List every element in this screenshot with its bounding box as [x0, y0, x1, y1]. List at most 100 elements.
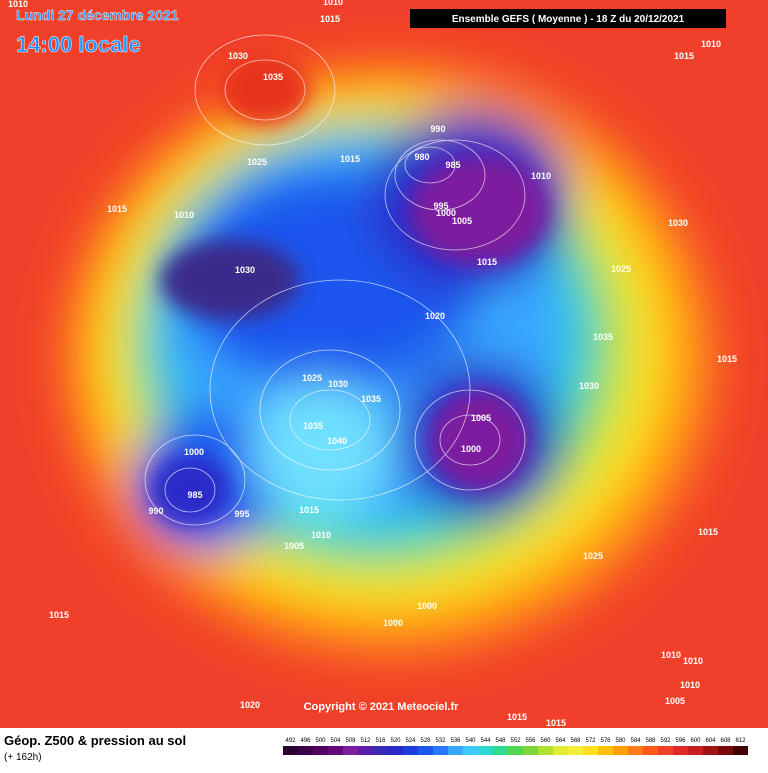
scale-swatch	[478, 746, 493, 755]
scale-swatch	[538, 746, 553, 755]
scale-swatch	[688, 746, 703, 755]
scale-label: 596	[675, 738, 686, 744]
isobar-label: 1010	[8, 0, 28, 9]
scale-label: 528	[420, 738, 431, 744]
isobar-label: 1015	[507, 712, 527, 722]
isobar-label: 1015	[299, 505, 319, 515]
scale-swatch	[628, 746, 643, 755]
isobar-label: 1005	[284, 541, 304, 551]
scale-swatch	[703, 746, 718, 755]
scale-label: 544	[480, 738, 491, 744]
isobar-label: 1010	[174, 210, 194, 220]
isobar-label: 1035	[303, 421, 323, 431]
isobar-label: 1010	[701, 39, 721, 49]
isobar-label: 1025	[302, 373, 322, 383]
copyright: Copyright © 2021 Meteociel.fr	[304, 701, 460, 713]
isobar-label: 1025	[611, 264, 631, 274]
scale-label: 548	[495, 738, 506, 744]
scale-label: 504	[330, 738, 341, 744]
scale-label: 568	[570, 738, 581, 744]
footer-title: Géop. Z500 & pression au sol	[4, 733, 186, 748]
isobar-label: 1015	[674, 51, 694, 61]
scale-swatch	[598, 746, 613, 755]
isobar-label: 980	[414, 152, 429, 162]
isobar-label: 1010	[661, 650, 681, 660]
isobar-label: 1015	[698, 527, 718, 537]
scale-swatch	[388, 746, 403, 755]
isobar-label: 1010	[680, 680, 700, 690]
isobar-label: 1015	[107, 204, 127, 214]
scale-label: 492	[285, 738, 296, 744]
isobar-label: 1020	[425, 311, 445, 321]
scale-label: 524	[405, 738, 416, 744]
scale-label: 612	[735, 738, 746, 744]
scale-swatch	[448, 746, 463, 755]
scale-label: 564	[555, 738, 566, 744]
scale-label: 576	[600, 738, 611, 744]
scale-label: 580	[615, 738, 626, 744]
isobar-label: 1025	[583, 551, 603, 561]
scale-swatch	[328, 746, 343, 755]
isobar-label: 1010	[531, 171, 551, 181]
scale-label: 512	[360, 738, 371, 744]
isobar-label: 985	[445, 160, 460, 170]
scale-swatch	[313, 746, 328, 755]
scale-label: 496	[300, 738, 311, 744]
isobar-label: 1010	[311, 530, 331, 540]
scale-swatch	[403, 746, 418, 755]
scale-swatch	[568, 746, 583, 755]
scale-swatch	[358, 746, 373, 755]
model: Ensemble GEFS ( Moyenne ) - 18 Z du 20/1…	[452, 14, 685, 25]
scale-label: 532	[435, 738, 446, 744]
scale-label: 516	[375, 738, 386, 744]
isobar-label: 1015	[49, 610, 69, 620]
scale-label: 588	[645, 738, 656, 744]
scale-label: 560	[540, 738, 551, 744]
scale-swatch	[433, 746, 448, 755]
scale-label: 556	[525, 738, 536, 744]
scale-label: 584	[630, 738, 641, 744]
scale-label: 500	[315, 738, 326, 744]
scale-label: 508	[345, 738, 356, 744]
isobar-label: 1010	[323, 0, 343, 7]
scale-swatch	[718, 746, 733, 755]
isobar-label: 1000	[417, 601, 437, 611]
isobar-label: 990	[430, 124, 445, 134]
scale-label: 540	[465, 738, 476, 744]
isobar-label: 1015	[717, 354, 737, 364]
isobar-label: 1005	[471, 413, 491, 423]
isobar-label: 985	[187, 490, 202, 500]
scale-swatch	[343, 746, 358, 755]
scale-label: 520	[390, 738, 401, 744]
isobar-label: 1025	[247, 157, 267, 167]
isobar-label: 1015	[546, 718, 566, 728]
isobar-label: 1005	[665, 696, 685, 706]
isobar-label: 1015	[340, 154, 360, 164]
scale-swatch	[523, 746, 538, 755]
scale-swatch	[418, 746, 433, 755]
scale-label: 552	[510, 738, 521, 744]
isobar-label: 995	[234, 509, 249, 519]
scale-label: 536	[450, 738, 461, 744]
model-box	[410, 9, 726, 28]
scale-swatch	[658, 746, 673, 755]
isobar-label: 1030	[579, 381, 599, 391]
footer-subtitle: (+ 162h)	[4, 752, 42, 763]
isobar-label: 995	[433, 201, 448, 211]
scale-swatch	[733, 746, 748, 755]
isobar-label: 1030	[235, 265, 255, 275]
field	[0, 0, 768, 728]
isobar-label: 1015	[320, 14, 340, 24]
scale-swatch	[643, 746, 658, 755]
scale-label: 604	[705, 738, 716, 744]
scale-swatch	[553, 746, 568, 755]
isobar-label: 1030	[228, 51, 248, 61]
scale-swatch	[583, 746, 598, 755]
scale-swatch	[508, 746, 523, 755]
scale-swatch	[673, 746, 688, 755]
isobar-label: 1010	[683, 656, 703, 666]
isobar-label: 1000	[461, 444, 481, 454]
isobar-label: 990	[148, 506, 163, 516]
